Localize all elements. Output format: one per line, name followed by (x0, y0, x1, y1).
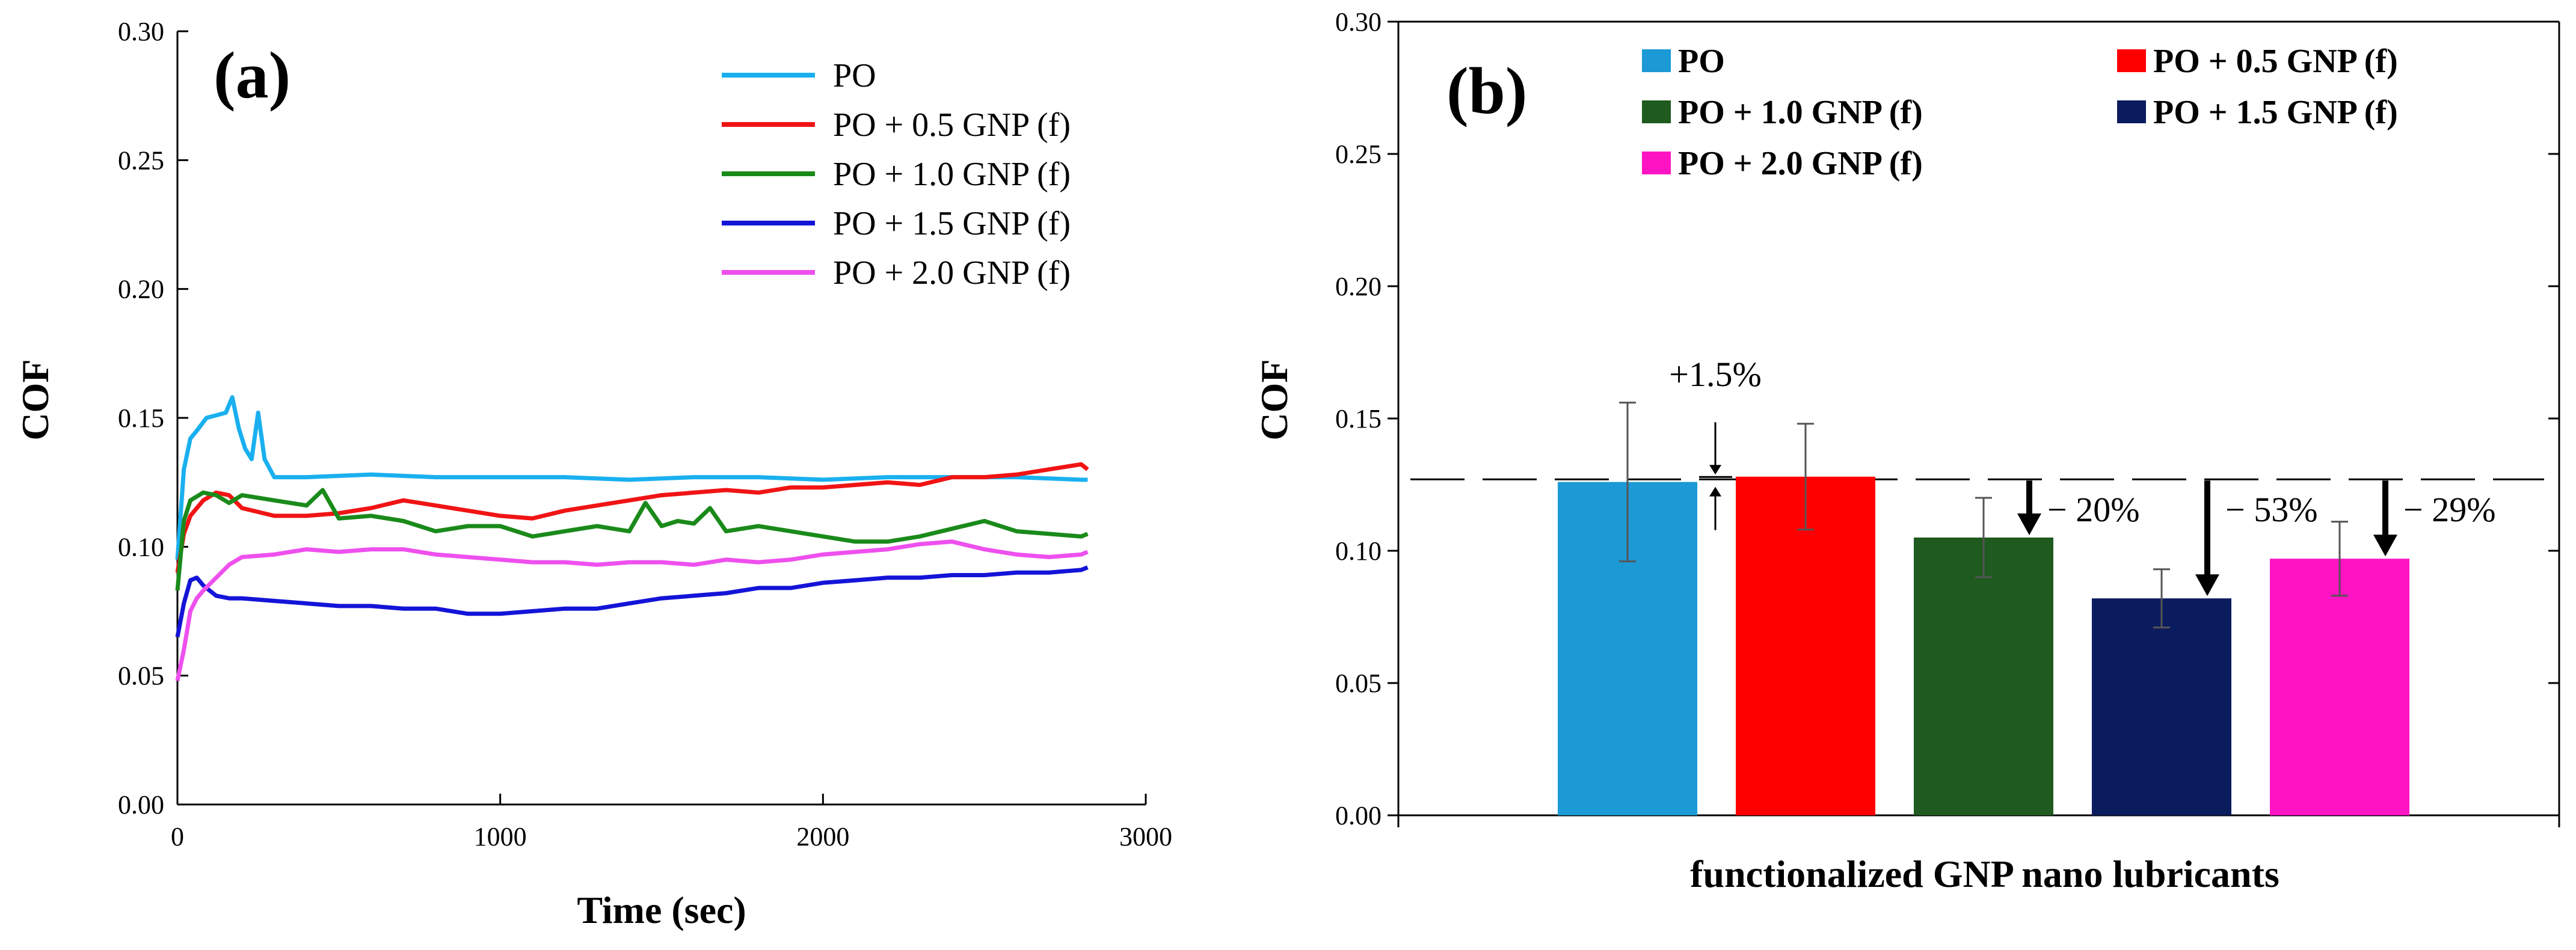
y-tick-label-a: 0.20 (118, 275, 164, 304)
y-tick-label-a: 0.05 (118, 661, 164, 691)
legend-label-b: PO + 0.5 GNP (f) (2153, 43, 2398, 80)
series-line-a (175, 395, 1088, 560)
legend-a: PO PO + 0.5 GNP (f) PO + 1.0 GNP (f) PO + 1… (722, 57, 1071, 292)
x-tick-label-a: 1000 (474, 822, 527, 851)
x-axis-title-a: Time (sec) (577, 889, 746, 931)
y-tick-label-a: 0.25 (118, 146, 164, 175)
panel-label-b: (b) (1446, 54, 1527, 127)
reduction-arrow-head (2373, 535, 2397, 557)
y-tick-label-b: 0.05 (1335, 669, 1382, 698)
legend-label-a: PO + 1.0 GNP (f) (833, 156, 1071, 193)
bar-chart-panel-b: 0.00 0.05 0.10 0.15 0.20 0.25 0.30 (b) functio… (1253, 7, 2560, 895)
y-axis-title-a: COF (14, 359, 57, 440)
x-tick-label-a: 2000 (796, 822, 849, 851)
legend-swatch-b (1642, 100, 1671, 123)
series-line-a (175, 488, 1089, 591)
x-tick-label-a: 0 (171, 822, 184, 851)
reduction-arrow-head (2017, 513, 2041, 535)
y-tick-label-a: 0.00 (118, 790, 164, 820)
legend-swatch-b (1642, 152, 1671, 174)
legend-b: PO PO + 0.5 GNP (f) PO + 1.0 GNP (f) PO + 1… (1642, 43, 2398, 182)
y-tick-label-b: 0.20 (1335, 272, 1382, 301)
series-line-a (175, 539, 1089, 681)
bar (1736, 476, 1875, 815)
y-tick-label-b: 0.30 (1335, 7, 1382, 37)
annotation-label: − 53% (2225, 490, 2318, 529)
panel-label-a: (a) (214, 38, 290, 112)
legend-label-a: PO + 1.5 GNP (f) (833, 205, 1071, 242)
y-ticks-a: 0.00 0.05 0.10 0.15 0.20 0.25 0.30 (118, 17, 188, 820)
y-tick-label-b: 0.00 (1335, 801, 1382, 830)
series-line-a (175, 565, 1089, 638)
y-tick-label-a: 0.15 (118, 403, 164, 433)
legend-label-b: PO + 1.0 GNP (f) (1678, 94, 1923, 131)
legend-label-b: PO + 1.5 GNP (f) (2153, 94, 2398, 131)
legend-label-a: PO + 2.0 GNP (f) (833, 254, 1071, 292)
legend-swatch-b (2117, 100, 2146, 123)
y-axis-title-b: COF (1253, 359, 1296, 440)
y-ticks-b: 0.00 0.05 0.10 0.15 0.20 0.25 0.30 (1335, 7, 2559, 830)
annotation-label: − 20% (2047, 490, 2140, 529)
line-chart-panel-a: 0.00 0.05 0.10 0.15 0.20 0.25 0.30 0 1000 2000 30… (14, 17, 1172, 931)
legend-swatch-b (2117, 49, 2146, 72)
reduction-arrow-head (2195, 574, 2219, 596)
bar (2270, 559, 2409, 815)
y-tick-label-b: 0.10 (1335, 536, 1382, 566)
bar (2092, 598, 2231, 815)
annotation-label: − 29% (2403, 490, 2496, 529)
y-tick-label-b: 0.15 (1335, 404, 1382, 434)
annotation-label: +1.5% (1669, 355, 1762, 394)
bar (1914, 538, 2053, 815)
series-group-a (175, 395, 1089, 681)
annotations-b: +1.5% − 20% − 53% − 29% (1669, 355, 2496, 596)
delta-arrow-down-head (1709, 465, 1721, 475)
legend-label-b: PO + 2.0 GNP (f) (1678, 145, 1923, 182)
series-line-a (175, 462, 1089, 573)
x-ticks-a: 0 1000 2000 3000 (171, 794, 1172, 851)
y-tick-label-a: 0.10 (118, 532, 164, 562)
x-tick-label-a: 3000 (1119, 822, 1172, 851)
delta-arrow-up-head (1709, 486, 1721, 497)
legend-swatch-b (1642, 49, 1671, 72)
legend-label-a: PO + 0.5 GNP (f) (833, 106, 1071, 144)
x-axis-title-b: functionalized GNP nano lubricants (1690, 853, 2279, 895)
y-tick-label-a: 0.30 (118, 17, 164, 46)
legend-label-a: PO (833, 57, 876, 94)
y-tick-label-b: 0.25 (1335, 139, 1382, 169)
bars-b (1558, 402, 2409, 815)
legend-label-b: PO (1678, 43, 1725, 80)
